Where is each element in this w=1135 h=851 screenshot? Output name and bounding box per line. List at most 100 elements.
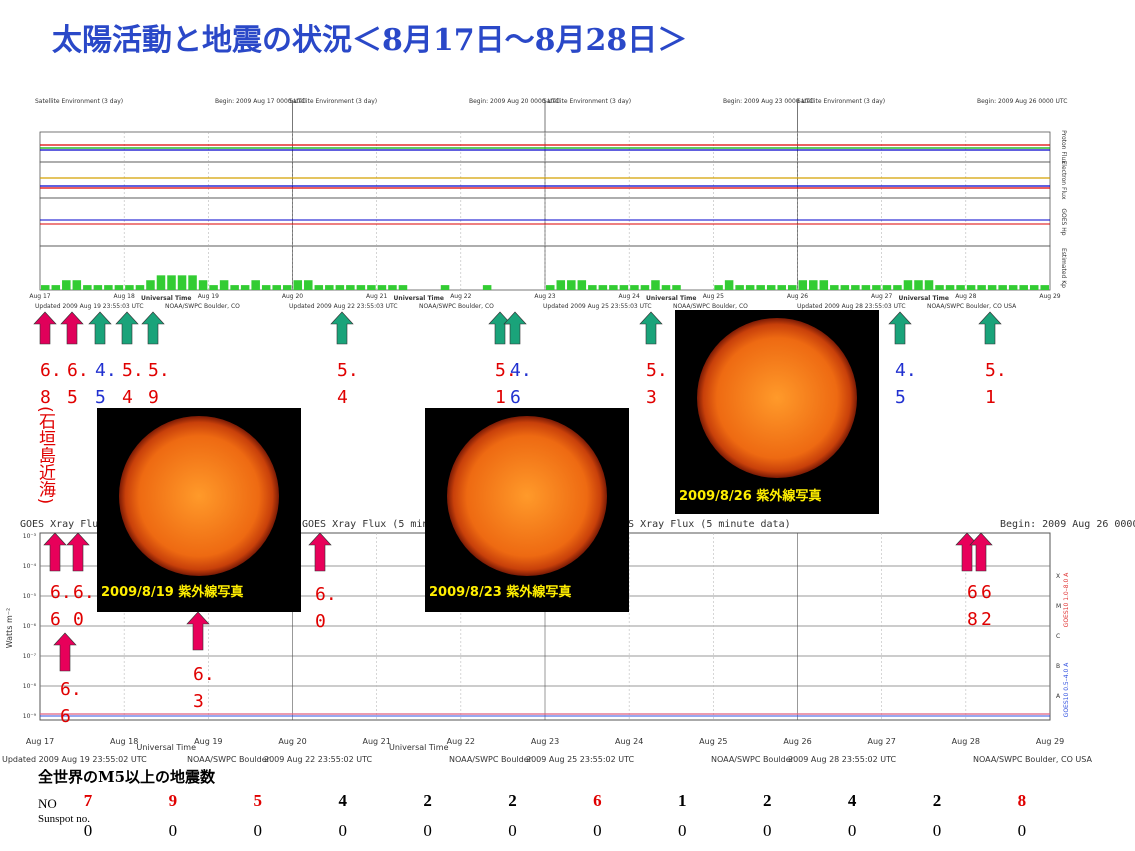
sunspot-count: 0 bbox=[933, 821, 942, 840]
x-tick-label: Aug 20 bbox=[278, 737, 306, 746]
flare-class: A bbox=[1056, 693, 1061, 700]
kp-bar bbox=[872, 285, 881, 290]
quake-arrow bbox=[141, 311, 165, 345]
photo-caption: 2009/8/19 紫外線写真 bbox=[101, 584, 243, 600]
x-tick-label: Aug 23 bbox=[531, 737, 559, 746]
quake-count: 2 bbox=[423, 791, 432, 810]
panel-footer: Updated 2009 Aug 25 23:55:03 UTC bbox=[543, 303, 652, 310]
quake-arrow bbox=[488, 311, 512, 345]
kp-bar bbox=[882, 285, 892, 290]
flare-class: C bbox=[1056, 633, 1060, 640]
kp-bar bbox=[809, 280, 818, 290]
quake-arrow bbox=[955, 532, 979, 572]
quake-count: 2 bbox=[763, 791, 772, 810]
panel-footer: NOAA/SWPC Boulder, CO bbox=[419, 303, 494, 310]
magnitude-frac: 2 bbox=[981, 609, 992, 630]
flare-class: M bbox=[1056, 603, 1061, 610]
kp-bar bbox=[325, 285, 334, 290]
panel-header: Satellite Environment (3 day) bbox=[797, 98, 885, 105]
quake-count: 4 bbox=[848, 791, 857, 810]
quake-table: 全世界のM5以上の地震数 NO Sunspot no. 7 9 5 4 2 2 6 1 2 4 2 8 0 0 0… bbox=[38, 768, 1026, 840]
kp-bar bbox=[787, 285, 797, 290]
kp-bar bbox=[135, 285, 145, 290]
panel-footer: NOAA/SWPC Boulder, CO USA bbox=[927, 303, 1017, 310]
magnitude-int: 5. bbox=[337, 360, 359, 381]
quake-arrow bbox=[978, 311, 1002, 345]
quake-arrow bbox=[186, 611, 210, 651]
magnitude-int: 4. bbox=[95, 360, 117, 381]
kp-bar bbox=[798, 280, 808, 290]
kp-bar bbox=[651, 280, 660, 290]
quake-arrow bbox=[88, 311, 112, 345]
kp-bar bbox=[251, 280, 260, 290]
x-axis-title: Universal Time bbox=[389, 743, 449, 752]
sun-disk bbox=[119, 416, 279, 576]
panel-footer: NOAA/SWPC Boulder bbox=[449, 755, 533, 764]
quake-arrow bbox=[60, 311, 84, 345]
kp-bar bbox=[630, 285, 639, 290]
x-tick-label: Aug 25 bbox=[699, 737, 727, 746]
magnitude-int: 4. bbox=[895, 360, 917, 381]
quake-arrow bbox=[503, 311, 527, 345]
kp-bar bbox=[998, 285, 1007, 290]
panel-header: Satellite Environment (3 day) bbox=[543, 98, 631, 105]
kp-bar bbox=[766, 285, 776, 290]
kp-bar bbox=[956, 285, 965, 290]
kp-bar bbox=[41, 285, 50, 290]
quake-count: 7 bbox=[84, 791, 93, 810]
panel-footer: Updated 2009 Aug 28 23:55:03 UTC bbox=[797, 303, 906, 310]
panel-footer: Updated 2009 Aug 19 23:55:02 UTC bbox=[2, 755, 147, 764]
x-tick-label: Aug 17 bbox=[26, 737, 54, 746]
kp-bar bbox=[293, 280, 303, 290]
y-tick-label: 10⁻⁷ bbox=[23, 653, 37, 660]
panel-header: Begin: 2009 Aug 26 0000 UTC bbox=[1000, 519, 1135, 530]
magnitude-frac: 0 bbox=[73, 609, 84, 630]
x-tick-label: Aug 17 bbox=[29, 293, 50, 300]
satellite-panel: Satellite Environment (3 day) Begin: 2009… bbox=[29, 98, 1067, 310]
kp-bar bbox=[1040, 285, 1049, 290]
x-tick-label: Aug 26 bbox=[783, 737, 811, 746]
magnitude-frac: 3 bbox=[193, 691, 204, 712]
flare-class: X bbox=[1056, 573, 1060, 580]
x-tick-label: Aug 28 bbox=[955, 293, 976, 300]
kp-bar bbox=[735, 285, 744, 290]
magnitude-frac: 4 bbox=[122, 387, 133, 408]
x-tick-label: Aug 21 bbox=[366, 293, 387, 300]
kp-bar bbox=[146, 280, 155, 290]
kp-bar bbox=[745, 285, 755, 290]
x-tick-label: Aug 27 bbox=[867, 737, 895, 746]
magnitude-int: 5. bbox=[122, 360, 144, 381]
x-tick-label: Aug 18 bbox=[110, 737, 138, 746]
magnitude-frac: 5 bbox=[67, 387, 78, 408]
x-axis-title: Universal Time bbox=[141, 295, 191, 302]
quake-arrow bbox=[33, 311, 57, 345]
kp-bar bbox=[672, 285, 681, 290]
sunspot-count: 0 bbox=[593, 821, 602, 840]
y-tick-label: 10⁻⁶ bbox=[23, 623, 37, 630]
quake-arrow bbox=[115, 311, 139, 345]
kp-bar bbox=[346, 285, 355, 290]
sunspot-count: 0 bbox=[848, 821, 857, 840]
sunspot-count: 0 bbox=[169, 821, 178, 840]
y-tick-label: 10⁻⁴ bbox=[23, 563, 37, 570]
kp-bar bbox=[724, 280, 734, 290]
kp-bar bbox=[966, 285, 976, 290]
kp-bar bbox=[398, 285, 408, 290]
y-tick-label: 10⁻⁹ bbox=[23, 713, 37, 720]
kp-bar bbox=[851, 285, 860, 290]
kp-bar bbox=[367, 285, 376, 290]
panel-header: Begin: 2009 Aug 17 0000 UTC bbox=[215, 98, 305, 105]
x-tick-label: Aug 20 bbox=[282, 293, 303, 300]
magnitude-int: 6. bbox=[50, 582, 72, 603]
photos: 2009/8/19 紫外線写真 2009/8/23 紫外線写真 2009/8/26 … bbox=[97, 310, 879, 612]
x-tick-label: Aug 22 bbox=[450, 293, 471, 300]
kp-bar bbox=[261, 285, 271, 290]
kp-bar bbox=[156, 275, 166, 290]
kp-bar bbox=[609, 285, 618, 290]
y-axis-title: Watts m⁻² bbox=[5, 608, 14, 649]
panel-header: Satellite Environment (3 day) bbox=[35, 98, 123, 105]
kp-bar bbox=[861, 285, 871, 290]
magnitude-int: 6. bbox=[315, 584, 337, 605]
magnitude-frac: 6 bbox=[510, 387, 521, 408]
kp-bar bbox=[598, 285, 608, 290]
